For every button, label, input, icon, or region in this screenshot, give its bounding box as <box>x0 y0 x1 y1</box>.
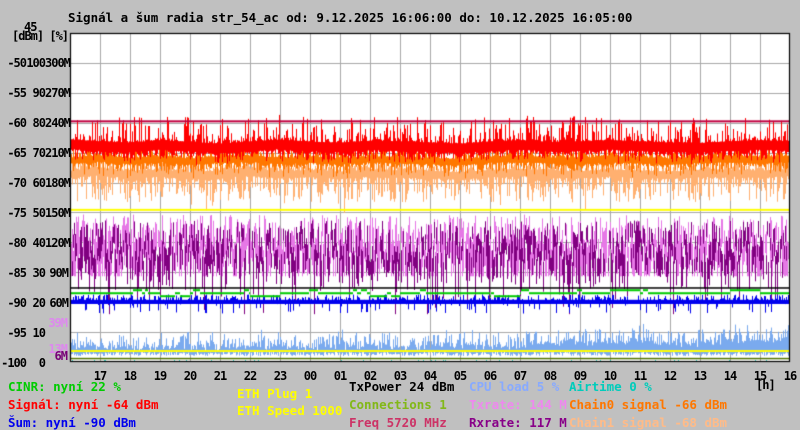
y-tick-label: 180M <box>45 176 71 191</box>
y-axis-row: -60 80240M <box>0 116 71 131</box>
y-rate-label: 13M <box>48 342 68 357</box>
y-tick-label: 300M <box>45 56 71 71</box>
y-axis-row: -100 0 <box>0 355 68 370</box>
x-tick-label: 06 <box>483 369 497 383</box>
x-tick-label: 20 <box>183 369 197 383</box>
y-tick-label: 60M <box>49 295 69 310</box>
y-axis-row: -80 40120M <box>0 235 71 250</box>
y-rate-label: 6M <box>54 349 68 364</box>
x-tick-label: 23 <box>273 369 287 383</box>
x-tick-label: 08 <box>543 369 557 383</box>
y-tick-label: -80 <box>7 235 27 250</box>
x-tick-label: 13 <box>693 369 707 383</box>
x-tick-label: 17 <box>93 369 107 383</box>
y-tick-label: 30 <box>32 265 46 280</box>
y-axis-units-header: [dBm] [%] <box>12 29 69 43</box>
y-axis-row: -90 20 60M <box>0 295 69 310</box>
y-tick-label: 90 <box>32 86 46 101</box>
x-tick-label: 19 <box>153 369 167 383</box>
x-tick-label: 11 <box>633 369 647 383</box>
x-tick-label: 04 <box>423 369 437 383</box>
y-tick-label: -50 <box>7 56 27 71</box>
y-tick-label: 20 <box>32 295 46 310</box>
y-tick-label: -95 <box>7 325 27 340</box>
x-tick-label: 05 <box>453 369 467 383</box>
y-tick-label: -75 <box>7 205 27 220</box>
y-tick-label: -65 <box>7 146 27 161</box>
y-rate-label: 39M <box>48 316 68 331</box>
y-axis-row: -55 90270M <box>0 86 71 101</box>
x-tick-label: 12 <box>663 369 677 383</box>
x-tick-label: 14 <box>723 369 737 383</box>
x-tick-label: 01 <box>333 369 347 383</box>
y-axis-row: -85 30 90M <box>0 265 69 280</box>
y-axis-row: -70 60180M <box>0 176 71 191</box>
y-tick-label: 210M <box>45 146 71 161</box>
y-tick-label: 270M <box>45 86 71 101</box>
y-tick-label: -100 <box>1 355 27 370</box>
x-tick-label: 15 <box>753 369 767 383</box>
y-axis-row: -65 70210M <box>0 146 71 161</box>
y-tick-label: 50 <box>32 205 46 220</box>
y-tick-label: -55 <box>7 86 27 101</box>
x-tick-label: 00 <box>303 369 317 383</box>
y-axis-row: -95 10 <box>0 325 68 340</box>
y-tick-label: -90 <box>7 295 27 310</box>
x-tick-label: 18 <box>123 369 137 383</box>
x-tick-label: 16 <box>783 369 797 383</box>
y-tick-label: 60 <box>32 176 46 191</box>
y-tick-label: -85 <box>7 265 27 280</box>
x-tick-label: 10 <box>603 369 617 383</box>
y-tick-label: 70 <box>32 146 46 161</box>
x-tick-label: 21 <box>213 369 227 383</box>
y-tick-label: -70 <box>7 176 27 191</box>
y-tick-label: -60 <box>7 116 27 131</box>
y-axis-top-tick: 45 <box>24 20 37 34</box>
y-tick-label: 90M <box>49 265 69 280</box>
x-tick-label: 07 <box>513 369 527 383</box>
x-axis-unit-label: [h] <box>756 378 776 392</box>
y-tick-label: 0 <box>38 355 46 370</box>
x-tick-label: 03 <box>393 369 407 383</box>
x-tick-label: 22 <box>243 369 257 383</box>
y-tick-label: 80 <box>32 116 46 131</box>
y-tick-label: 40 <box>32 235 46 250</box>
x-tick-label: 02 <box>363 369 377 383</box>
y-tick-label: 10 <box>32 325 46 340</box>
y-tick-label: 150M <box>45 205 71 220</box>
y-axis-row: -50100300M <box>0 56 71 71</box>
x-tick-label: 09 <box>573 369 587 383</box>
y-tick-label: 120M <box>45 235 71 250</box>
y-tick-label: 240M <box>45 116 71 131</box>
y-axis-row: -75 50150M <box>0 205 71 220</box>
y-tick-label: 100 <box>26 56 46 71</box>
chart-title: Signál a šum radia str_54_ac od: 9.12.20… <box>68 10 633 25</box>
